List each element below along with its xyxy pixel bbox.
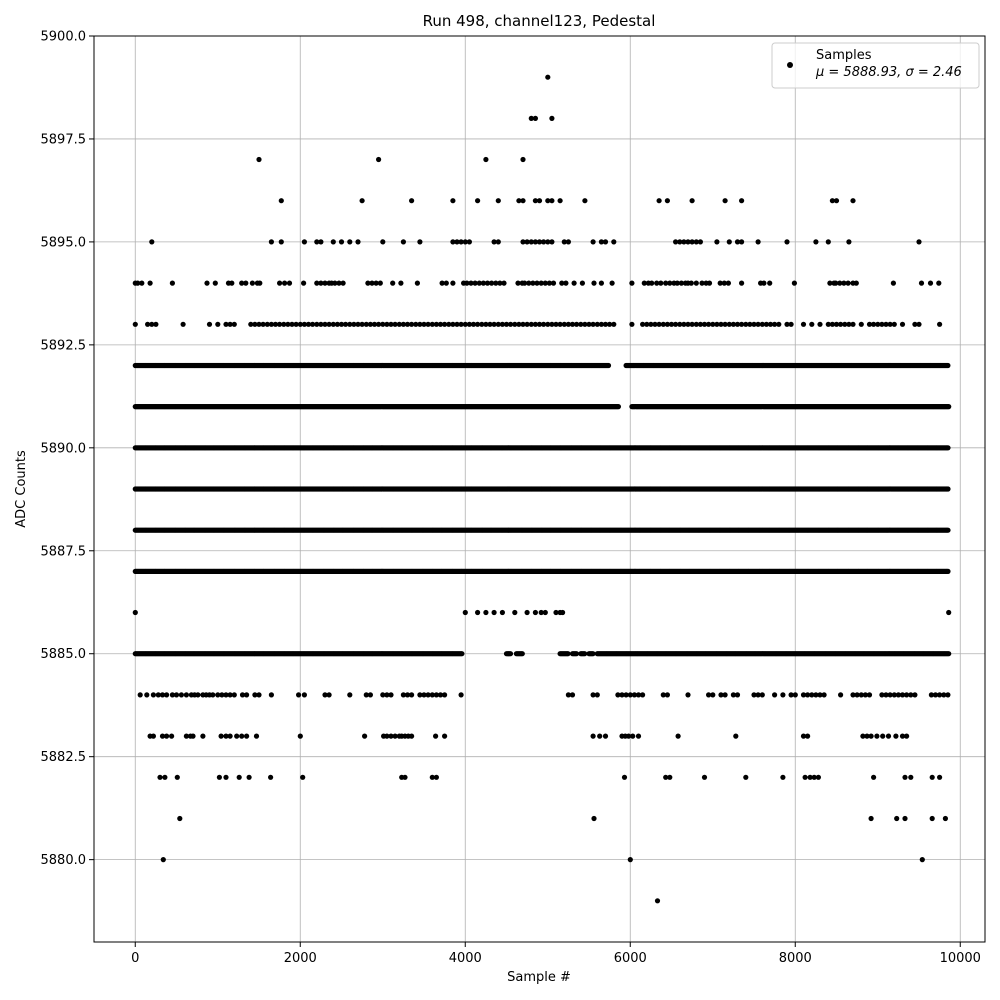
data-point	[945, 486, 951, 492]
data-point	[945, 445, 951, 451]
data-point	[153, 321, 159, 327]
data-point	[215, 321, 221, 327]
data-point	[615, 404, 622, 410]
data-point	[231, 321, 237, 327]
data-point	[945, 568, 951, 575]
data-point	[206, 321, 213, 327]
data-point	[132, 321, 138, 327]
data-points	[132, 74, 952, 904]
data-point	[945, 362, 951, 369]
data-point	[946, 404, 952, 410]
data-point	[945, 527, 951, 533]
data-point	[180, 321, 186, 327]
data-point	[605, 362, 612, 369]
